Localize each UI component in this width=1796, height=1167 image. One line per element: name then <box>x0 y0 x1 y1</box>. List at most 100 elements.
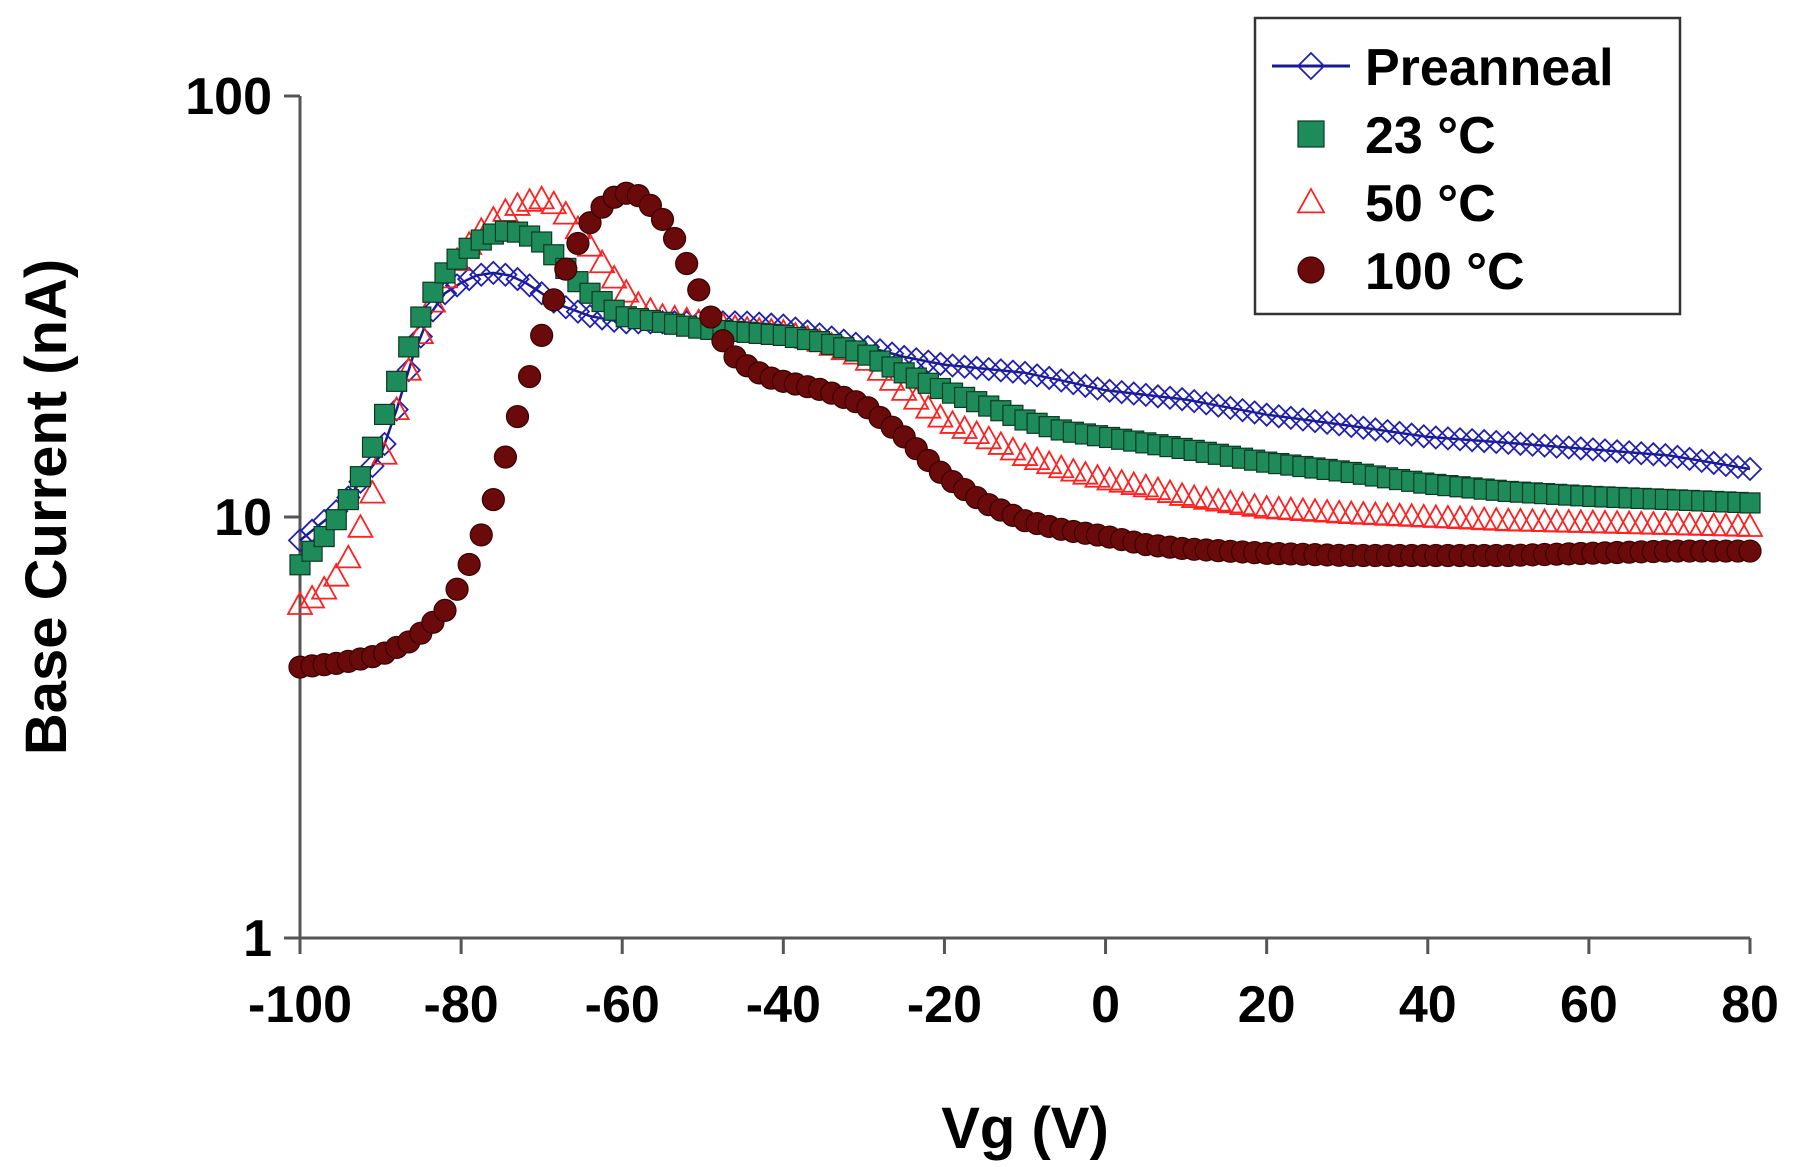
legend-50-c-marker <box>1296 187 1326 214</box>
series-100-c-point <box>578 211 602 235</box>
series-50-c-point <box>1410 502 1438 528</box>
series-50-c-point <box>1506 507 1534 532</box>
series-preanneal-point <box>1580 437 1606 462</box>
series-50-c-point <box>322 562 350 587</box>
series-100-c-point <box>530 323 554 347</box>
series-preanneal-point <box>1532 433 1557 458</box>
series-100-c-point <box>433 598 457 622</box>
series-23-c-point <box>1739 492 1761 514</box>
series-50-c-point <box>1591 509 1619 534</box>
series-50-c-point <box>1531 507 1559 533</box>
x-axis-title: Vg (V) <box>941 1096 1109 1161</box>
series-preanneal-point <box>1447 426 1473 452</box>
series-100-c-point <box>554 257 578 281</box>
legend: Preanneal 23 °C 50 °C 100 °C <box>1253 16 1682 316</box>
series-50-c-point <box>1579 508 1607 534</box>
series-preanneal-point <box>1483 429 1509 455</box>
x-tick-label: -80 <box>424 976 499 1034</box>
series-23-c-point <box>349 466 372 488</box>
series-50-c-point <box>1144 475 1172 501</box>
x-tick-label: 40 <box>1399 976 1457 1034</box>
series-preanneal-point <box>1459 427 1485 453</box>
series-100-c-point <box>542 288 566 312</box>
series-50-c-point <box>1216 488 1244 514</box>
series-preanneal-point <box>456 266 482 292</box>
series-50-c-point <box>1434 504 1462 529</box>
series-50-c-point <box>1398 502 1426 527</box>
series-100-c-point <box>445 577 469 601</box>
y-axis-ticks: 1 10 100 <box>185 68 300 968</box>
x-tick-label: -100 <box>248 976 352 1034</box>
series-50-c-point <box>1337 499 1365 525</box>
series-50-c-point <box>1277 495 1305 521</box>
series-preanneal-point <box>565 299 591 324</box>
series-50-c-point <box>1615 509 1643 535</box>
series-50-c-point <box>963 419 991 444</box>
series-50-c-point <box>1651 510 1679 535</box>
series-23-c-point <box>386 370 408 392</box>
series-50-c-point <box>1120 470 1148 495</box>
series-50-c-point <box>951 414 979 439</box>
x-axis-ticks: -100 -80 -60 -40 -20 0 20 40 60 80 <box>248 938 1779 1034</box>
series-50-c-point <box>334 543 362 569</box>
series-50-c-point <box>1555 508 1583 533</box>
series-50-c-point <box>1422 503 1450 528</box>
series-50-c-point <box>503 191 532 216</box>
series-50-c-point <box>1289 496 1317 521</box>
series-50-c-point <box>552 200 580 225</box>
series-preanneal-point <box>1604 439 1630 464</box>
series-100-c-point <box>1738 539 1762 563</box>
series-50-c-point <box>1736 512 1764 537</box>
series-50-c-point <box>1482 506 1510 531</box>
series-50-c-point <box>987 430 1015 455</box>
series-preanneal-point <box>1496 430 1521 456</box>
series-preanneal-point <box>1616 439 1642 465</box>
series-preanneal-point <box>1508 431 1533 457</box>
series-100-c-point <box>493 445 518 469</box>
series-50-c-point <box>1639 510 1667 535</box>
x-tick-label: 60 <box>1560 976 1618 1034</box>
series-50-c-point <box>588 248 616 274</box>
series-preanneal-point <box>1423 425 1449 450</box>
series-50-c-point <box>1567 508 1595 533</box>
series-50-c-point <box>1361 500 1389 526</box>
legend-23-c-label: 23 °C <box>1365 107 1496 165</box>
legend-23-c-marker <box>1297 120 1325 148</box>
series-100-c-point <box>662 226 687 251</box>
series-50-c-point <box>491 197 519 222</box>
series-50-c-point <box>1518 507 1547 532</box>
series-50-c-point <box>1373 501 1402 526</box>
series-50-c-point <box>612 278 640 303</box>
y-axis-title: Base Current (nA) <box>14 259 79 755</box>
series-50-c-point <box>1494 506 1522 532</box>
series-preanneal-point <box>964 355 989 381</box>
series-50-c-point <box>1458 505 1486 530</box>
series-50-c-point <box>1446 504 1474 529</box>
series-23-c <box>289 220 1761 576</box>
series-50-c-point <box>1663 510 1692 536</box>
series-100-c-point <box>687 278 711 302</box>
series-50-c-point <box>1627 509 1655 535</box>
series-50-c-point <box>286 590 314 615</box>
series-preanneal-point <box>505 266 530 292</box>
series-layer <box>286 181 1764 679</box>
series-50-c-point <box>1059 457 1087 482</box>
series-23-c-point <box>325 509 347 531</box>
series-50-c-point <box>890 376 918 401</box>
series-100-c-point <box>711 329 735 353</box>
y-tick-label: 10 <box>214 489 272 547</box>
series-50-c-point <box>1096 466 1124 491</box>
series-50-c-point <box>346 513 374 538</box>
series-50-c-point <box>1108 468 1136 493</box>
series-50-c-point <box>1204 487 1232 512</box>
series-50-c-point <box>1023 445 1051 471</box>
series-preanneal-point <box>988 358 1014 383</box>
series-100-c-point <box>505 404 530 429</box>
series-preanneal-point <box>1568 436 1594 461</box>
series-preanneal-point <box>468 262 494 288</box>
series-50-c-point <box>1386 501 1414 527</box>
series-50-c-point <box>938 409 967 434</box>
series-23-c-point <box>337 488 359 511</box>
series-50-c-point <box>1241 492 1269 517</box>
